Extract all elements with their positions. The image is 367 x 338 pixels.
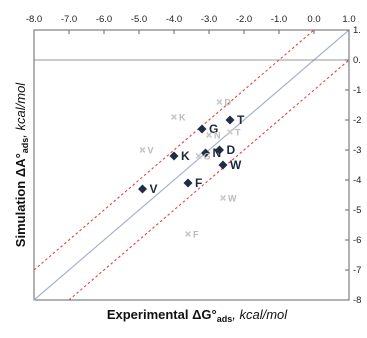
- data-point-marker: [139, 147, 146, 153]
- x-axis-label: Experimental ΔG°ads, kcal/mol: [107, 307, 288, 324]
- data-point-marker: [197, 124, 207, 134]
- data-point-label: K: [179, 113, 186, 123]
- data-point-marker: [185, 231, 191, 237]
- x-tick-label: 0.0: [307, 14, 320, 25]
- y-tick-label: 1.: [353, 25, 361, 36]
- data-point-marker: [195, 153, 202, 159]
- data-point-label: W: [228, 194, 237, 204]
- x-tick-label: -6.0: [96, 14, 112, 25]
- y-tick-label: 0.: [353, 55, 361, 66]
- y-axis-label: Simulation ΔA°ads, kcal/mol: [13, 82, 30, 248]
- data-point-marker: [216, 99, 223, 105]
- x-tick-label: -5.0: [131, 14, 147, 25]
- data-point-marker: [218, 160, 228, 170]
- data-point-marker: [138, 184, 147, 194]
- data-point-label: T: [235, 128, 241, 138]
- data-point-label: F: [195, 176, 202, 190]
- data-point-marker: [225, 115, 235, 125]
- data-point-marker: [201, 148, 210, 158]
- y-tick-label: -5: [353, 205, 361, 216]
- y-axis-ticks: 1. 0. -1 -2 -3 -4 -5 -6 -7 -8: [345, 25, 361, 306]
- y-tick-label: -7: [353, 265, 361, 276]
- data-point-label: G: [209, 122, 218, 136]
- x-tick-label: -1.0: [271, 14, 287, 25]
- data-point-marker: [227, 129, 233, 135]
- x-tick-label: -3.0: [201, 14, 217, 25]
- reference-lines: [33, 29, 350, 301]
- data-point-marker: [220, 195, 226, 201]
- data-point-label: G: [204, 152, 211, 162]
- data-point-marker: [215, 145, 224, 155]
- y-tick-label: -4: [353, 175, 361, 186]
- data-point-label: K: [181, 149, 190, 163]
- data-point-label: D: [227, 143, 236, 157]
- y-tick-label: -2: [353, 115, 361, 126]
- data-point-label: V: [150, 182, 158, 196]
- identity-line: [33, 29, 350, 301]
- x-tick-label: -7.0: [61, 14, 77, 25]
- data-point-marker: [206, 132, 212, 138]
- x-tick-label: -2.0: [236, 14, 252, 25]
- data-point-marker: [169, 151, 179, 161]
- y-tick-label: -8: [353, 295, 361, 306]
- data-point-label: F: [193, 230, 199, 240]
- data-point-label: N: [214, 131, 221, 141]
- y-tick-label: -1: [353, 85, 361, 96]
- y-tick-label: -3: [353, 145, 361, 156]
- x-tick-label: -4.0: [166, 14, 182, 25]
- x-tick-label: 1.0: [342, 14, 355, 25]
- y-tick-label: -6: [353, 235, 361, 246]
- data-point-label: D: [225, 98, 232, 108]
- x-tick-label: -8.0: [26, 14, 42, 25]
- data-point-label: V: [148, 146, 154, 156]
- data-point-label: T: [237, 113, 245, 127]
- data-point-marker: [171, 114, 177, 120]
- error-band-line: [33, 29, 315, 271]
- data-point-label: W: [230, 158, 242, 172]
- x-axis-ticks: -8.0 -7.0 -6.0 -5.0 -4.0 -3.0 -2.0 -1.0 0.0 1.0: [26, 14, 356, 34]
- data-point-marker: [183, 178, 193, 188]
- error-band-line: [68, 59, 350, 301]
- plot-frame: [33, 29, 350, 301]
- data-point-label: N: [213, 146, 222, 160]
